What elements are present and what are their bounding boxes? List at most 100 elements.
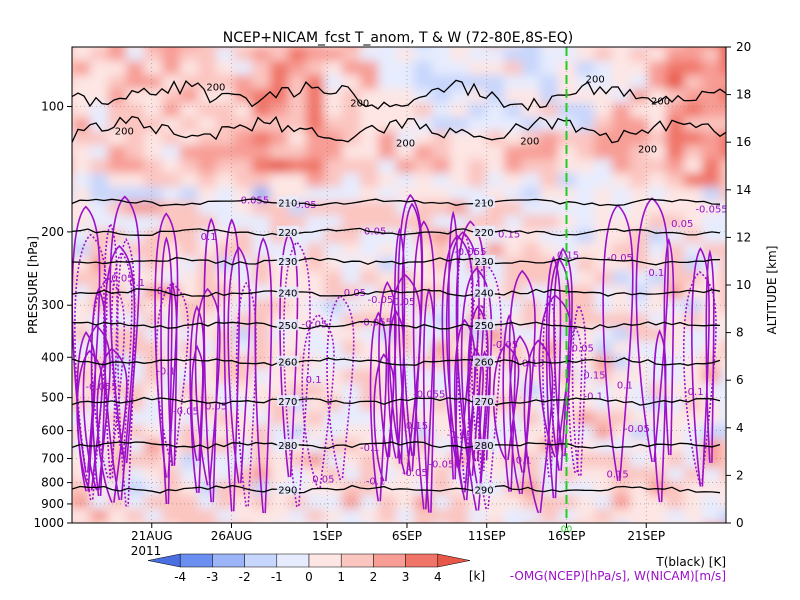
w-label-16: 0.1 — [617, 380, 633, 391]
anomaly-cell-1261 — [684, 47, 704, 63]
w-contour-52 — [523, 339, 554, 514]
anomaly-cell-758 — [432, 61, 452, 77]
anomaly-cell-431 — [252, 523, 272, 539]
anomaly-cell-513 — [306, 159, 326, 175]
anomaly-cell-1040 — [558, 481, 578, 497]
anomaly-cell-1328 — [702, 481, 722, 497]
anomaly-cell-354 — [216, 453, 236, 469]
anomaly-cell-909 — [504, 159, 524, 175]
anomaly-cell-116 — [108, 145, 128, 161]
anomaly-cell-528 — [306, 369, 326, 385]
anomaly-cell-219 — [162, 75, 182, 91]
anomaly-cell-625 — [360, 215, 380, 231]
x-tick-label-1: 26AUG — [211, 529, 253, 543]
altitude-tick-label-3: 6 — [736, 373, 744, 387]
anomaly-cell-1293 — [684, 495, 704, 511]
w-contour-23 — [492, 343, 520, 461]
anomaly-cell-82 — [90, 173, 110, 189]
anomaly-cell-1239 — [666, 243, 686, 259]
w-contour-7 — [508, 269, 536, 473]
anomaly-cell-390 — [234, 453, 254, 469]
anomaly-cell-891 — [486, 411, 506, 427]
anomaly-cell-227 — [162, 187, 182, 203]
anomaly-cell-526 — [306, 341, 326, 357]
anomaly-cell-210 — [144, 453, 164, 469]
w-contour-54 — [103, 222, 118, 479]
anomaly-cell-159 — [126, 243, 146, 259]
anomaly-cell-1257 — [666, 495, 686, 511]
anomaly-cell-1380 — [738, 201, 758, 217]
anomaly-cell-934 — [504, 509, 524, 523]
anomaly-cell-1229 — [666, 103, 686, 119]
anomaly-cell-1193 — [648, 103, 668, 119]
anomaly-cell-1280 — [684, 313, 704, 329]
anomaly-cell-1401 — [738, 495, 758, 511]
anomaly-cell-919 — [504, 299, 524, 315]
anomaly-cell-530 — [306, 397, 326, 413]
anomaly-cell-953 — [522, 271, 542, 287]
anomaly-cell-1255 — [666, 467, 686, 483]
temperature-label-290-1: 290 — [474, 485, 493, 496]
anomaly-cell-369 — [234, 159, 254, 175]
anomaly-cell-1022 — [558, 229, 578, 245]
temperature-label-bg-290-1 — [473, 483, 496, 495]
colorbar: -4 -3 -2 -1 0 1 2 3 4 — [147, 553, 471, 584]
anomaly-cell-1070 — [576, 397, 596, 413]
anomaly-cell-70 — [72, 509, 92, 523]
anomaly-cell-289 — [198, 47, 218, 63]
anomaly-cell-1125 — [612, 159, 632, 175]
anomaly-cell-722 — [414, 61, 434, 77]
anomaly-cell-185 — [144, 103, 164, 119]
anomaly-cell-1361 — [720, 439, 726, 455]
anomaly-cell-692 — [396, 145, 416, 161]
altitude-tick-label-4: 8 — [736, 326, 744, 340]
anomaly-cell-47 — [72, 187, 92, 203]
anomaly-cell-768 — [432, 201, 452, 217]
tropopause-label-2: 200 — [350, 99, 369, 110]
anomaly-cell-1121 — [612, 103, 632, 119]
anomaly-cell-1058 — [576, 229, 596, 245]
anomaly-cell-1051 — [576, 131, 596, 147]
axes: 21AUG 26AUG 1SEP 6SEP 11SEP 16SEP 21SEP1002003… — [33, 40, 751, 543]
w-label-19: -0.055 — [360, 318, 392, 329]
anomaly-cell-1231 — [666, 131, 686, 147]
anomaly-cell-477 — [288, 159, 308, 175]
anomaly-cell-546 — [324, 117, 344, 133]
temperature-contour-290 — [72, 484, 721, 494]
anomaly-cell-309 — [198, 327, 218, 343]
anomaly-cell-1113 — [594, 495, 614, 511]
anomaly-cell-346 — [216, 341, 236, 357]
anomaly-cell-476 — [288, 145, 308, 161]
anomaly-cell-384 — [234, 369, 254, 385]
anomaly-cell-1107 — [594, 411, 614, 427]
anomaly-cell-1091 — [594, 187, 614, 203]
anomaly-cell-370 — [234, 173, 254, 189]
anomaly-cell-1397 — [738, 439, 758, 455]
anomaly-cell-1159 — [630, 131, 650, 147]
anomaly-cell-515 — [306, 187, 326, 203]
anomaly-cell-509 — [306, 103, 326, 119]
anomaly-cell-81 — [90, 159, 110, 175]
w-contour-46 — [283, 241, 311, 508]
anomaly-cell-763 — [432, 131, 452, 147]
anomaly-cell-514 — [306, 173, 326, 189]
anomaly-cell-1394 — [738, 397, 758, 413]
anomaly-cell-1200 — [648, 201, 668, 217]
anomaly-cell-1272 — [684, 201, 704, 217]
anomaly-cell-154 — [126, 173, 146, 189]
anomaly-cell-836 — [468, 145, 488, 161]
w-label-10: -0.1 — [684, 387, 704, 398]
anomaly-cell-913 — [504, 215, 524, 231]
anomaly-cell-261 — [180, 159, 200, 175]
anomaly-cell-838 — [468, 173, 488, 189]
anomaly-cell-301 — [198, 215, 218, 231]
anomaly-cell-197 — [144, 271, 164, 287]
anomaly-cell-1048 — [576, 89, 596, 105]
anomaly-cell-255 — [180, 75, 200, 91]
anomaly-cell-1190 — [648, 61, 668, 77]
anomaly-cell-800 — [450, 145, 470, 161]
anomaly-cell-1162 — [630, 173, 650, 189]
anomaly-cell-1271 — [684, 187, 704, 203]
anomaly-cell-152 — [126, 145, 146, 161]
anomaly-cell-802 — [450, 173, 470, 189]
